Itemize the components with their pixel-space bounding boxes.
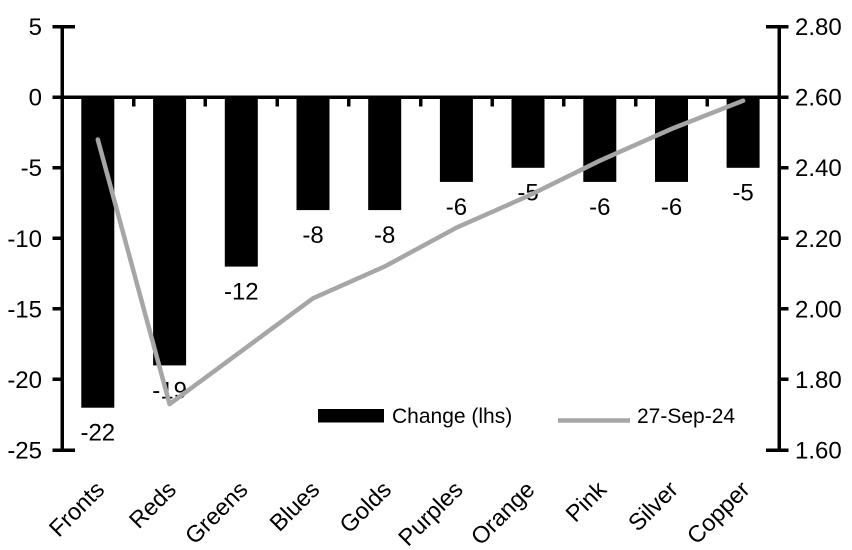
left-axis-tick-label: -15 xyxy=(7,296,42,323)
bar-value-label-greens: -12 xyxy=(224,279,259,306)
bar-value-label-purples: -6 xyxy=(446,194,467,221)
bars-group xyxy=(81,97,760,408)
bar-value-label-copper: -5 xyxy=(732,180,753,207)
left-axis-tick-label: -5 xyxy=(21,155,42,182)
right-axis-tick-label: 2.60 xyxy=(795,85,842,112)
x-axis-label-reds: Reds xyxy=(124,476,181,533)
legend-swatch-change-lhs xyxy=(318,409,384,423)
bar-value-label-silver: -6 xyxy=(661,194,682,221)
x-axis-label-purples: Purples xyxy=(393,476,468,550)
right-axis-tick-label: 1.80 xyxy=(795,367,842,394)
right-axis-tick-label: 1.60 xyxy=(795,438,842,465)
bar-data-labels: -22-19-12-8 -8-6-5-6 -6-5 xyxy=(80,180,753,447)
bar-reds xyxy=(153,97,187,366)
bar-value-label-fronts: -22 xyxy=(80,420,115,447)
left-axis-tick-label: 5 xyxy=(29,14,42,41)
bar-value-label-pink: -6 xyxy=(589,194,610,221)
x-axis-label-fronts: Fronts xyxy=(44,476,109,541)
left-axis-tick-label: -20 xyxy=(7,367,42,394)
x-axis-label-silver: Silver xyxy=(623,476,683,536)
bar-value-label-golds: -8 xyxy=(374,222,395,249)
left-axis-tick-label: -10 xyxy=(7,226,42,253)
bar-orange xyxy=(511,97,545,168)
bar-purples xyxy=(439,97,473,182)
right-axis-tick-label: 2.00 xyxy=(795,296,842,323)
legend: Change (lhs) 27-Sep-24 xyxy=(318,405,735,428)
right-axis-tick-label: 2.40 xyxy=(795,155,842,182)
x-axis-label-golds: Golds xyxy=(334,476,396,538)
bar-pink xyxy=(583,97,617,182)
bar-value-label-blues: -8 xyxy=(302,222,323,249)
bar-blues xyxy=(296,97,330,211)
bar-golds xyxy=(368,97,402,211)
bar-copper xyxy=(726,97,760,168)
x-axis-label-copper: Copper xyxy=(682,476,755,549)
legend-label-27-sep-24: 27-Sep-24 xyxy=(637,405,735,428)
x-axis-label-orange: Orange xyxy=(466,476,540,550)
x-axis-label-pink: Pink xyxy=(561,476,612,527)
right-axis-tick-label: 2.80 xyxy=(795,14,842,41)
line-series-27-sep-24 xyxy=(95,98,746,407)
axes-group: 5 0 -5 -10 -15 -20 -25 2.80 2.60 2.40 2.20 2.00 1.80… xyxy=(7,14,841,464)
bar-fronts xyxy=(81,97,115,408)
left-axis-tick-label: -25 xyxy=(7,438,42,465)
legend-label-change-lhs: Change (lhs) xyxy=(392,405,512,428)
x-axis-label-blues: Blues xyxy=(265,476,325,536)
right-axis-tick-label: 2.20 xyxy=(795,226,842,253)
bar-silver xyxy=(655,97,688,182)
x-axis-label-greens: Greens xyxy=(180,476,253,549)
left-axis-tick-label: 0 xyxy=(29,85,42,112)
bar-greens xyxy=(224,97,258,267)
